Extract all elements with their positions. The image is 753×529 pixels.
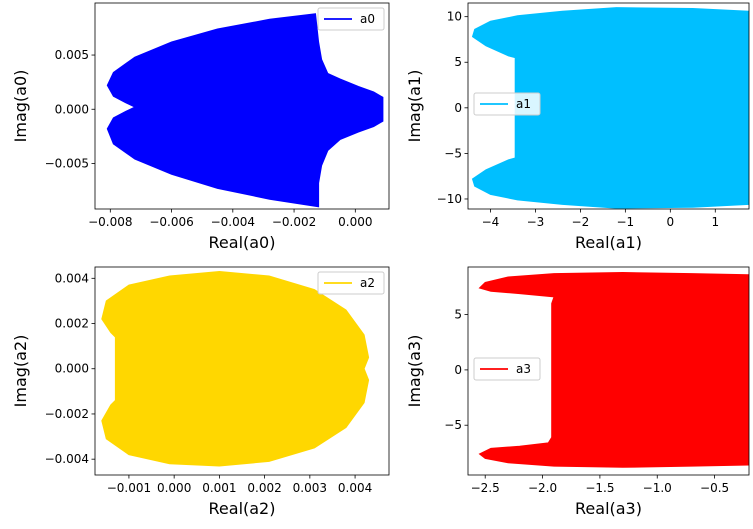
- x-axis-label: Real(a2): [209, 499, 276, 518]
- legend: a1: [473, 92, 541, 116]
- y-tick-label: 5: [454, 308, 462, 322]
- x-axis-label: Real(a0): [209, 233, 276, 252]
- x-tick-label: 0.002: [247, 481, 281, 495]
- filled-region-a2: [101, 270, 370, 467]
- y-tick-label: 0: [454, 363, 462, 377]
- y-tick-label: 0: [454, 101, 462, 115]
- axes-frame: [467, 266, 750, 476]
- x-tick-label: −1.5: [585, 481, 614, 495]
- x-tick-label: 0: [666, 215, 674, 229]
- axes-frame: [94, 2, 390, 210]
- subplot-3: −2.5 −2.0 −1.5 −1.0 −0.5 −5 0 5 Real(a3) Imag(a3)…: [405, 266, 750, 518]
- axes-frame: [94, 266, 390, 476]
- filled-region-a1: [471, 7, 749, 209]
- x-tick-label: −0.008: [88, 215, 132, 229]
- x-tick-label: −0.5: [700, 481, 729, 495]
- x-tick-label: 1: [711, 215, 719, 229]
- x-tick-label: 0.000: [157, 481, 191, 495]
- x-tick-label: −2.0: [528, 481, 557, 495]
- y-tick-label: −0.004: [45, 452, 89, 466]
- axes-frame: [467, 2, 750, 210]
- x-tick-label: −4: [482, 215, 500, 229]
- x-tick-label: 0.004: [338, 481, 372, 495]
- y-tick-label: −10: [437, 192, 462, 206]
- legend-label: a1: [516, 97, 531, 111]
- y-tick-label: 0.004: [55, 271, 89, 285]
- y-tick-label: 0.000: [55, 102, 89, 116]
- filled-region-a3: [478, 271, 749, 468]
- y-tick-label: −0.005: [45, 156, 89, 170]
- x-tick-label: −3: [527, 215, 545, 229]
- legend-label: a3: [516, 362, 531, 376]
- x-tick-label: −2: [572, 215, 590, 229]
- x-tick-label: −0.006: [149, 215, 193, 229]
- legend-label: a0: [360, 12, 375, 26]
- y-tick-label: 0.002: [55, 317, 89, 331]
- x-tick-label: 0.003: [293, 481, 327, 495]
- x-tick-label: −0.002: [272, 215, 316, 229]
- x-axis-label: Real(a1): [575, 233, 642, 252]
- y-axis-label: Imag(a3): [405, 335, 424, 408]
- y-axis-label: Imag(a0): [11, 70, 30, 143]
- legend: a3: [473, 357, 541, 381]
- y-axis-label: Imag(a2): [11, 335, 30, 408]
- subplot-2: −0.001 0.000 0.001 0.002 0.003 0.004 −0.004 −0.…: [11, 266, 390, 518]
- subplot-0: −0.008 −0.006 −0.004 −0.002 0.000 −0.005 0.000…: [11, 2, 390, 252]
- y-tick-label: −0.002: [45, 407, 89, 421]
- y-axis-label: Imag(a1): [405, 70, 424, 143]
- filled-region-a0: [106, 13, 384, 208]
- x-tick-label: −0.001: [107, 481, 151, 495]
- x-axis-label: Real(a3): [575, 499, 642, 518]
- legend: a2: [317, 271, 385, 295]
- x-tick-label: −2.5: [471, 481, 500, 495]
- y-tick-label: 0.005: [55, 48, 89, 62]
- y-tick-label: 5: [454, 55, 462, 69]
- y-tick-label: 0.000: [55, 362, 89, 376]
- x-tick-label: −1.0: [643, 481, 672, 495]
- y-tick-label: −5: [444, 418, 462, 432]
- y-tick-label: −5: [444, 146, 462, 160]
- x-tick-label: −0.004: [211, 215, 255, 229]
- y-tick-label: 10: [447, 10, 462, 24]
- legend: a0: [317, 7, 385, 31]
- x-tick-label: −1: [617, 215, 635, 229]
- x-tick-label: 0.001: [202, 481, 236, 495]
- legend-label: a2: [360, 276, 375, 290]
- x-tick-label: 0.000: [338, 215, 372, 229]
